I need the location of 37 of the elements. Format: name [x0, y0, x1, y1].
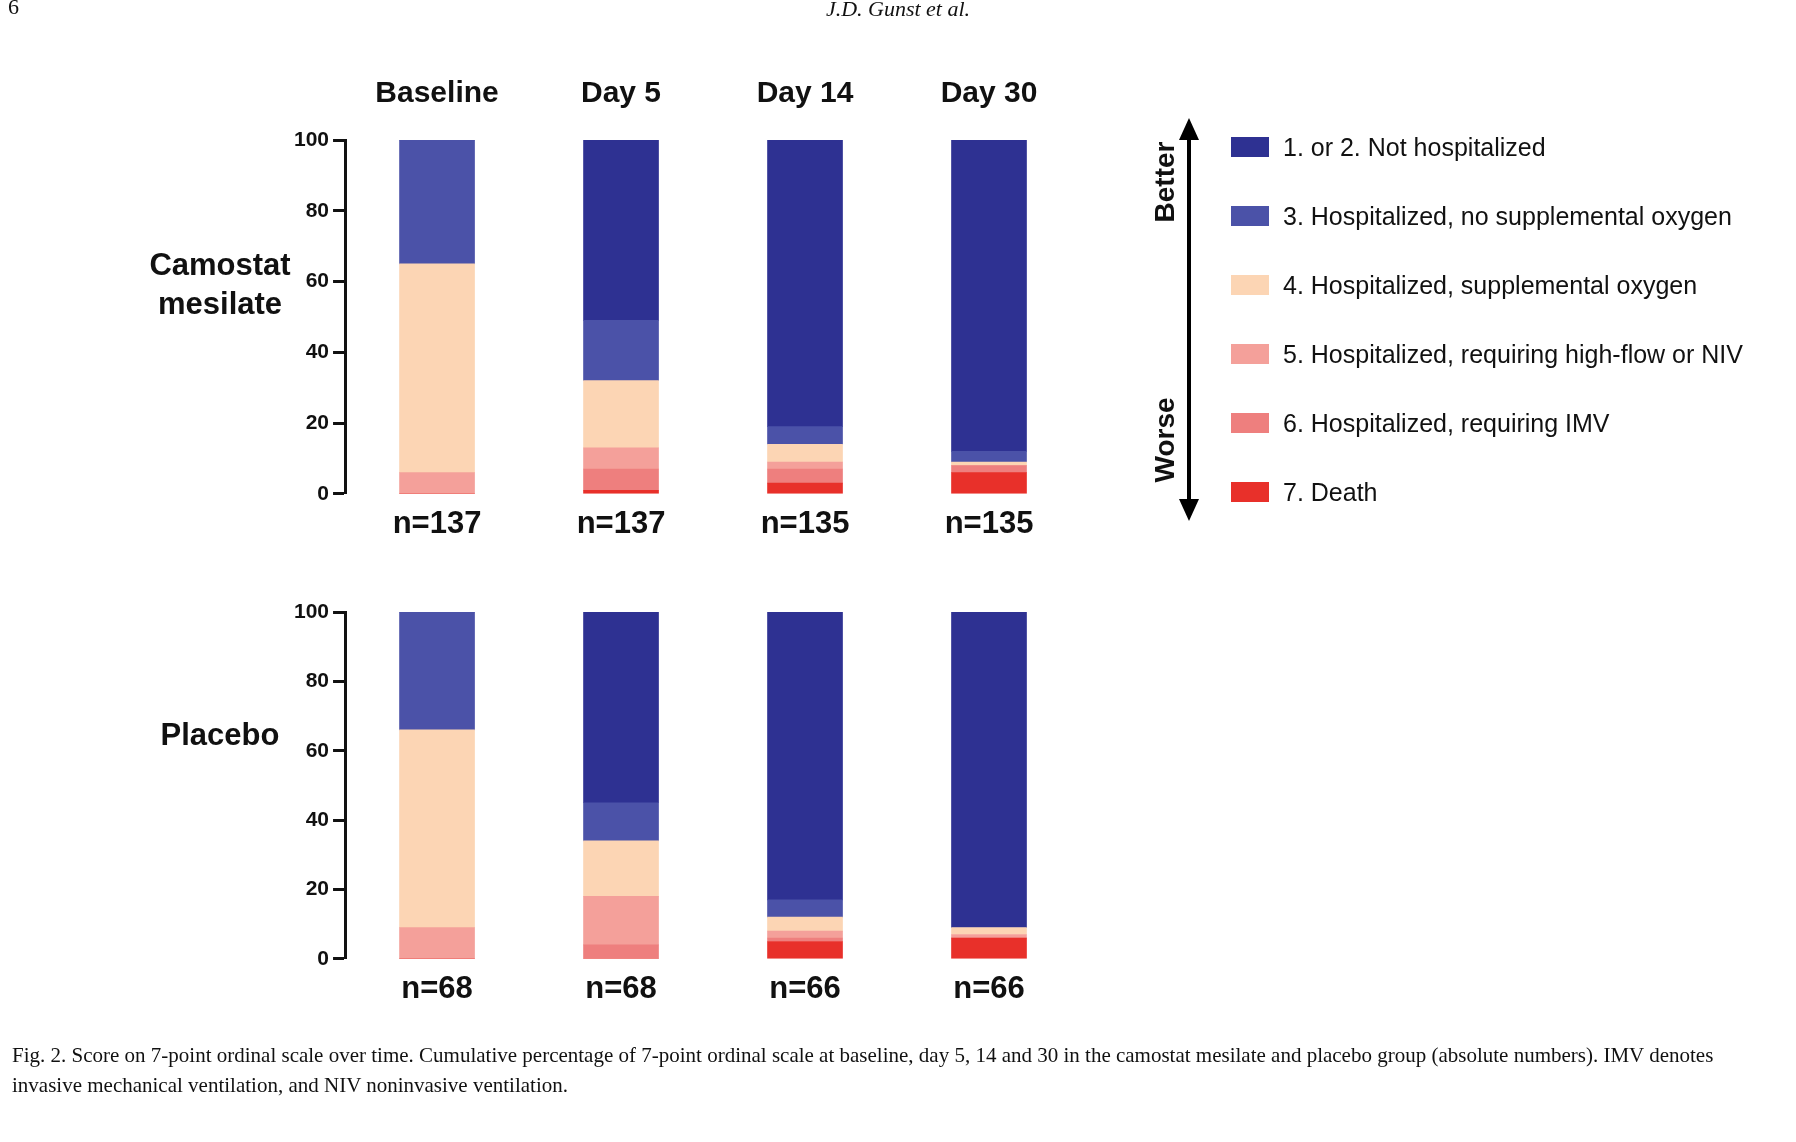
legend-label: 1. or 2. Not hospitalized	[1283, 132, 1546, 162]
text: Better	[1149, 142, 1181, 223]
x-tick-label: n=137	[576, 504, 666, 540]
y-tick-label: 20	[305, 876, 330, 900]
x-tick-label: n=68	[585, 969, 657, 1005]
y-tick-label: 40	[305, 806, 330, 830]
y-tick-label: 20	[305, 409, 330, 433]
text: Day 5	[580, 75, 662, 108]
text: Worse	[1149, 397, 1181, 483]
text: Day 14	[756, 75, 854, 108]
x-tick-label: n=137	[392, 504, 482, 540]
text: J.D. Gunst et al.	[825, 0, 971, 21]
legend-label: 7. Death	[1283, 477, 1378, 507]
x-tick-label: n=66	[953, 969, 1025, 1005]
caption: Fig. 2. Score on 7-point ordinal scale over time. Cumulative percentage of 7-point ordinal scale at baseline, day 5, 14 and 30 in the camostat mesilate and placebo group (absolute numbers). IMV denotes invasive mechanical ventilation, and NIV noninvasive ventilation.	[12, 1042, 1715, 1100]
y-tick-label: 80	[305, 668, 330, 692]
x-tick-label: n=135	[760, 504, 850, 540]
y-axis-title: Camostat mesilate	[149, 247, 291, 321]
y-tick-label: 0	[317, 480, 330, 504]
y-tick-label: 0	[317, 945, 330, 969]
y-tick-label: 60	[305, 268, 330, 292]
x-tick-label: n=68	[401, 969, 473, 1005]
legend-label: 4. Hospitalized, supplemental oxygen	[1283, 270, 1698, 300]
y-tick-label: 80	[305, 197, 330, 221]
y-tick-label: 40	[305, 339, 330, 363]
legend-label: 6. Hospitalized, requiring IMV	[1283, 408, 1610, 438]
y-tick-label: 100	[293, 598, 330, 622]
text: 6	[8, 0, 19, 20]
x-tick-label: n=135	[944, 504, 1034, 540]
legend-label: 3. Hospitalized, no supplemental oxygen	[1283, 201, 1732, 231]
y-tick-label: 60	[305, 737, 330, 761]
text: Day 30	[940, 75, 1038, 108]
y-tick-label: 100	[293, 126, 330, 150]
y-axis-title: Placebo	[160, 717, 280, 753]
x-tick-label: n=66	[769, 969, 841, 1005]
text: Baseline	[375, 75, 499, 108]
legend-label: 5. Hospitalized, requiring high-flow or NIV	[1283, 339, 1743, 369]
